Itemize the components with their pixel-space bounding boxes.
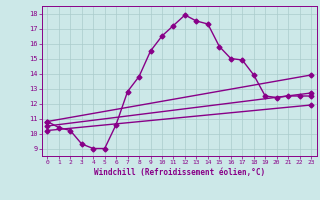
X-axis label: Windchill (Refroidissement éolien,°C): Windchill (Refroidissement éolien,°C) [94,168,265,177]
